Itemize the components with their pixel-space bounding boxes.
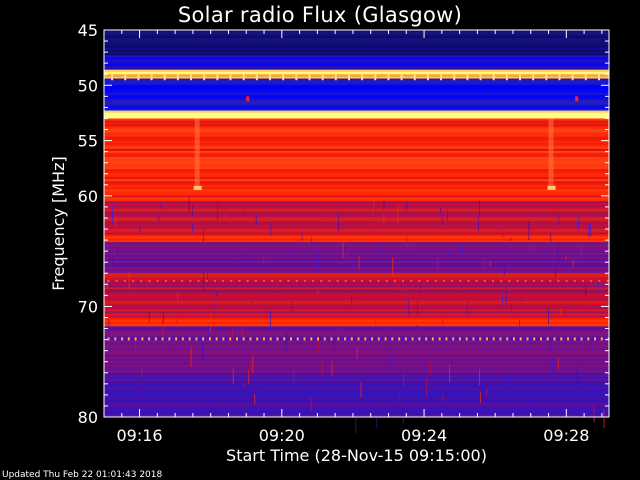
y-tick-label: 80 <box>78 408 98 427</box>
y-tick-label: 60 <box>78 187 98 206</box>
x-axis-label: Start Time (28-Nov-15 09:15:00) <box>226 446 487 465</box>
y-axis-label: Frequency [MHz] <box>49 156 68 290</box>
updated-timestamp: Updated Thu Feb 22 01:01:43 2018 <box>2 470 163 480</box>
x-tick-label: 09:20 <box>259 426 305 445</box>
chart-title: Solar radio Flux (Glasgow) <box>177 3 463 27</box>
y-tick-label: 70 <box>78 297 98 316</box>
plot-area <box>104 30 610 433</box>
x-tick-label: 09:28 <box>543 426 589 445</box>
y-tick-label: 45 <box>78 21 98 40</box>
axes: 45 50 55 60 70 80 09:16 09:20 09:24 09:28 Start Ti… <box>49 21 610 465</box>
plot-frame <box>103 29 610 418</box>
y-tick-label: 50 <box>78 76 98 95</box>
x-tick-label: 09:24 <box>401 426 447 445</box>
x-tick-label: 09:16 <box>117 426 163 445</box>
y-tick-label: 55 <box>78 132 98 151</box>
